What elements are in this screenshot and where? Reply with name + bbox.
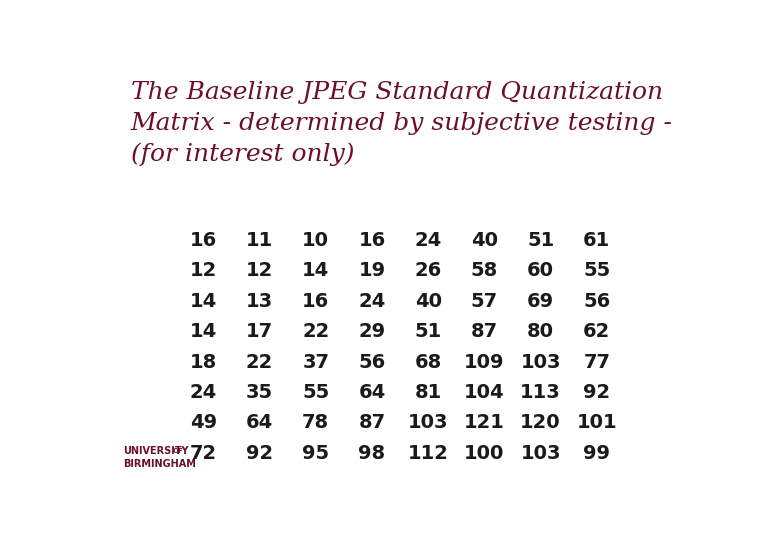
Text: 55: 55	[302, 383, 329, 402]
Text: 29: 29	[358, 322, 385, 341]
Text: 64: 64	[246, 413, 273, 432]
Text: 14: 14	[190, 322, 217, 341]
Text: 24: 24	[414, 231, 441, 250]
Text: UNIVERSITY: UNIVERSITY	[123, 446, 189, 456]
Text: The Baseline JPEG Standard Quantization
Matrix - determined by subjective testin: The Baseline JPEG Standard Quantization …	[131, 82, 672, 166]
Text: 19: 19	[358, 261, 385, 280]
Text: 12: 12	[190, 261, 217, 280]
Text: 72: 72	[190, 443, 217, 463]
Text: 57: 57	[471, 292, 498, 311]
Text: 87: 87	[358, 413, 385, 432]
Text: 120: 120	[520, 413, 561, 432]
Text: 112: 112	[408, 443, 448, 463]
Text: 104: 104	[464, 383, 505, 402]
Text: 99: 99	[583, 443, 610, 463]
Text: OF: OF	[172, 448, 183, 454]
Text: 103: 103	[520, 443, 561, 463]
Text: 56: 56	[583, 292, 611, 311]
Text: 37: 37	[302, 353, 329, 372]
Text: 16: 16	[190, 231, 217, 250]
Text: 92: 92	[246, 443, 273, 463]
Text: 17: 17	[246, 322, 273, 341]
Text: 16: 16	[358, 231, 385, 250]
Text: 103: 103	[520, 353, 561, 372]
Text: 109: 109	[464, 353, 505, 372]
Text: 78: 78	[302, 413, 329, 432]
Text: 103: 103	[408, 413, 448, 432]
Text: 68: 68	[414, 353, 441, 372]
Text: 22: 22	[246, 353, 273, 372]
Text: 14: 14	[190, 292, 217, 311]
Text: 10: 10	[302, 231, 329, 250]
Text: 100: 100	[464, 443, 505, 463]
Text: 92: 92	[583, 383, 611, 402]
Text: 81: 81	[414, 383, 441, 402]
Text: 61: 61	[583, 231, 611, 250]
Text: 24: 24	[358, 292, 385, 311]
Text: 69: 69	[527, 292, 554, 311]
Text: 77: 77	[583, 353, 610, 372]
Text: 51: 51	[414, 322, 441, 341]
Text: 62: 62	[583, 322, 611, 341]
Text: 13: 13	[246, 292, 273, 311]
Text: 60: 60	[527, 261, 554, 280]
Text: 56: 56	[358, 353, 385, 372]
Text: 26: 26	[414, 261, 441, 280]
Text: 64: 64	[358, 383, 385, 402]
Text: 18: 18	[190, 353, 217, 372]
Text: 11: 11	[246, 231, 273, 250]
Text: BIRMINGHAM: BIRMINGHAM	[123, 459, 196, 469]
Text: 22: 22	[302, 322, 329, 341]
Text: 35: 35	[246, 383, 273, 402]
Text: 40: 40	[415, 292, 441, 311]
Text: 12: 12	[246, 261, 273, 280]
Text: 87: 87	[471, 322, 498, 341]
Text: 24: 24	[190, 383, 217, 402]
Text: 51: 51	[527, 231, 555, 250]
Text: 14: 14	[302, 261, 329, 280]
Text: 113: 113	[520, 383, 561, 402]
Text: 121: 121	[464, 413, 505, 432]
Text: 16: 16	[302, 292, 329, 311]
Text: 98: 98	[358, 443, 385, 463]
Text: 58: 58	[471, 261, 498, 280]
Text: 95: 95	[302, 443, 329, 463]
Text: 80: 80	[527, 322, 554, 341]
Text: 40: 40	[471, 231, 498, 250]
Text: 55: 55	[583, 261, 611, 280]
Text: 49: 49	[190, 413, 217, 432]
Text: 101: 101	[576, 413, 617, 432]
